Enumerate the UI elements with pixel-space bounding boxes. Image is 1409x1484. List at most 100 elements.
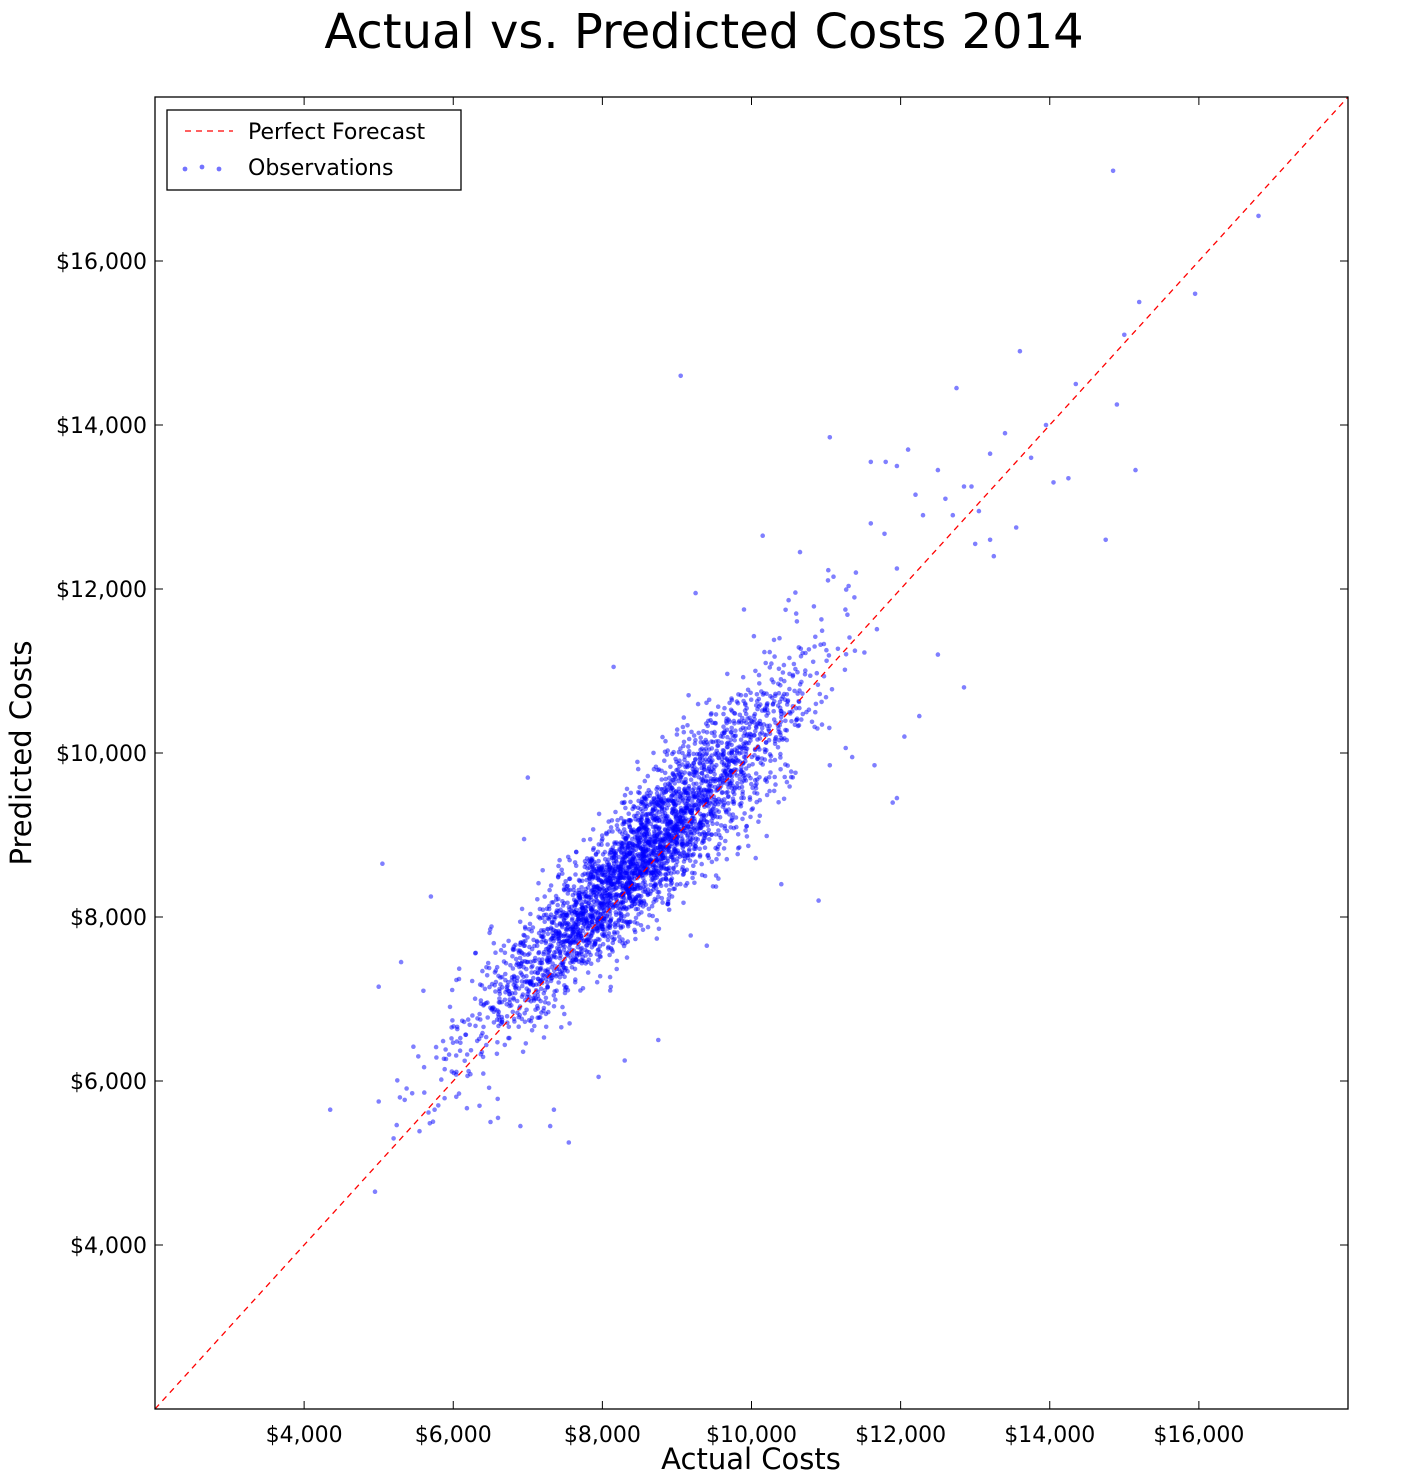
- observation-point: [607, 912, 613, 917]
- observation-point: [699, 872, 705, 878]
- observation-point: [778, 677, 784, 682]
- observation-point: [868, 459, 874, 465]
- observation-point: [521, 836, 527, 842]
- observation-point: [734, 784, 740, 790]
- observation-point: [543, 1011, 549, 1017]
- observation-point: [614, 958, 620, 964]
- observation-point: [563, 879, 568, 884]
- observation-point: [748, 814, 753, 820]
- observation-point: [565, 891, 571, 896]
- observation-point: [713, 720, 718, 726]
- observation-point: [568, 933, 574, 939]
- observation-point: [591, 942, 597, 948]
- observation-point: [501, 959, 507, 964]
- y-tick-label: $14,000: [56, 414, 147, 439]
- observation-point: [733, 728, 738, 733]
- observation-point: [449, 1025, 454, 1030]
- observation-point: [768, 758, 773, 763]
- observation-point: [557, 857, 562, 863]
- observation-point: [686, 753, 692, 758]
- observation-point: [483, 1034, 489, 1040]
- observation-point: [735, 846, 741, 851]
- observation-point: [570, 916, 575, 921]
- observation-point: [542, 919, 547, 924]
- observation-point: [776, 666, 782, 672]
- observation-point: [683, 779, 689, 785]
- observation-point: [540, 957, 545, 962]
- observation-point: [778, 751, 783, 757]
- observation-point: [778, 714, 784, 720]
- observation-point: [590, 905, 596, 910]
- observation-point: [546, 906, 552, 912]
- observation-point: [678, 805, 684, 811]
- observation-point: [545, 980, 550, 985]
- observation-point: [806, 647, 812, 652]
- observation-point: [642, 879, 647, 884]
- observation-point: [582, 891, 587, 896]
- observation-point: [724, 771, 729, 777]
- observation-point: [725, 740, 731, 746]
- observation-point: [443, 1047, 448, 1052]
- observation-point: [515, 975, 520, 980]
- observation-point: [810, 659, 816, 665]
- observation-point: [551, 938, 556, 944]
- observation-point: [636, 873, 642, 879]
- observation-point: [554, 988, 559, 993]
- observation-point: [969, 484, 974, 489]
- observation-point: [778, 719, 784, 724]
- observation-point: [754, 799, 759, 805]
- observation-point: [540, 907, 546, 912]
- observation-point: [691, 825, 697, 831]
- observation-point: [584, 942, 589, 948]
- observation-point: [663, 738, 668, 744]
- observation-point: [499, 974, 505, 980]
- observation-point: [511, 973, 517, 979]
- observation-point: [615, 817, 620, 823]
- observation-point: [527, 921, 533, 927]
- observation-point: [688, 777, 694, 782]
- observation-point: [526, 926, 532, 932]
- observation-point: [466, 1068, 471, 1074]
- observation-point: [660, 852, 665, 858]
- observation-point: [779, 881, 784, 887]
- observation-point: [788, 769, 794, 774]
- observation-point: [716, 851, 721, 857]
- observation-point: [660, 836, 666, 841]
- observation-point: [729, 729, 734, 735]
- observation-point: [698, 787, 704, 793]
- observation-point: [803, 668, 808, 673]
- legend: Perfect Forecast Observations: [166, 109, 462, 191]
- observation-point: [772, 774, 777, 780]
- observation-point: [808, 673, 813, 678]
- observation-point: [651, 863, 657, 868]
- observation-point: [798, 654, 804, 659]
- observation-point: [715, 704, 721, 709]
- observation-point: [612, 924, 618, 930]
- observation-point: [762, 649, 767, 655]
- observation-point: [580, 958, 585, 964]
- observation-point: [824, 647, 829, 653]
- observation-point: [658, 803, 663, 809]
- observation-point: [660, 800, 666, 806]
- observation-point: [468, 1048, 474, 1053]
- observation-point: [661, 795, 666, 800]
- observation-point: [670, 831, 676, 836]
- observation-point: [627, 817, 632, 823]
- observation-point: [719, 740, 724, 745]
- observation-point: [640, 851, 645, 857]
- observation-point: [623, 805, 628, 811]
- observation-point: [625, 833, 630, 838]
- observation-point: [712, 733, 717, 739]
- observation-point: [659, 856, 665, 862]
- observation-point: [576, 951, 582, 956]
- observation-point: [682, 853, 687, 859]
- observation-point: [684, 880, 690, 886]
- observation-point: [551, 954, 557, 960]
- observation-point: [699, 777, 704, 782]
- observation-point: [769, 677, 775, 682]
- observation-point: [426, 1110, 431, 1115]
- observation-point: [587, 876, 592, 881]
- observation-point: [606, 944, 611, 950]
- observation-point: [733, 761, 738, 766]
